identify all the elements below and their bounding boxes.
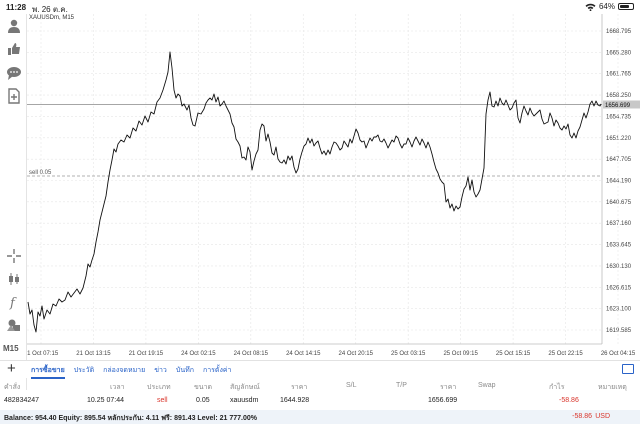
trade-time: 10.25 07:44: [87, 397, 124, 404]
price-tick-label: 1633.645: [606, 243, 632, 249]
price-tick-label: 1651.220: [606, 136, 632, 142]
status-bar: 11:28 พ. 26 ต.ค. 64%: [0, 0, 640, 14]
balance-text: Balance: 954.40 Equity: 895.54 หลักประกั…: [4, 415, 257, 422]
price-tick-label: 1640.675: [606, 200, 632, 206]
status-right: 64%: [585, 2, 634, 11]
trade-profit: -58.86: [559, 397, 579, 404]
crosshair-icon[interactable]: [4, 246, 23, 265]
price-tick-label: 1630.130: [606, 264, 632, 270]
time-tick-label: 25 Oct 03:15: [391, 351, 426, 357]
col-tp: T/P: [396, 382, 407, 389]
price-tick-label: 1626.615: [606, 285, 632, 291]
time-tick-label: 26 Oct 04:15: [601, 351, 636, 357]
time-tick-label: 21 Oct 19:15: [129, 351, 164, 357]
time-tick-label: 24 Oct 14:15: [286, 351, 321, 357]
add-document-icon[interactable]: [4, 86, 23, 105]
trade-symbol: xauusdm: [230, 397, 259, 404]
price-tick-label: 1647.705: [606, 157, 632, 163]
tab-3[interactable]: ข่าว: [154, 367, 167, 374]
trade-current-price: 1656.699: [428, 397, 458, 404]
trade-volume: 0.05: [196, 397, 210, 404]
tab-2[interactable]: กล่องจดหมาย: [103, 367, 146, 374]
price-tick-label: 1658.250: [606, 93, 632, 99]
status-date: พ. 26 ต.ค.: [32, 5, 68, 14]
col-profit: กำไร: [549, 384, 565, 391]
trade-table-header: คำสั่ง เวลา ประเภท ขนาด สัญลักษณ์ ราคา S…: [0, 380, 640, 394]
wifi-icon: [585, 3, 596, 11]
battery-icon: [618, 3, 634, 10]
col-swap: Swap: [478, 382, 496, 389]
price-tick-label: 1654.735: [606, 114, 632, 120]
price-series-line: [27, 51, 602, 333]
objects-icon[interactable]: [4, 315, 23, 334]
time-tick-label: 24 Oct 20:15: [339, 351, 374, 357]
balance-bar: Balance: 954.40 Equity: 895.54 หลักประกั…: [0, 410, 640, 424]
tab-0[interactable]: การซื้อขาย: [31, 365, 65, 379]
terminal-tab-bar: + การซื้อขาย ประวัติ กล่องจดหมาย ข่าว บันทึก…: [0, 360, 640, 379]
trade-row[interactable]: 482834247 10.25 07:44 sell 0.05 xauusdm …: [0, 395, 640, 409]
col-order: คำสั่ง: [4, 384, 21, 391]
battery-percent: 64%: [598, 2, 615, 11]
order-line-label: sell 0.05: [29, 170, 52, 176]
col-sl: S/L: [346, 382, 357, 389]
person-icon[interactable]: [4, 16, 23, 35]
time-tick-label: 25 Oct 09:15: [443, 351, 478, 357]
time-tick-label: 21 Oct 13:15: [76, 351, 111, 357]
terminal-tabs: การซื้อขาย ประวัติ กล่องจดหมาย ข่าว บันทึก กา…: [31, 365, 231, 379]
plus-icon[interactable]: +: [7, 360, 16, 377]
candles-icon[interactable]: [4, 269, 23, 288]
col-volume: ขนาด: [194, 384, 213, 391]
price-tick-label: 1619.585: [606, 328, 632, 334]
trade-open-price: 1644.928: [280, 397, 310, 404]
time-tick-label: 21 Oct 07:15: [27, 351, 59, 357]
left-toolbar: f M15: [0, 14, 27, 390]
time-tick-label: 25 Oct 22:15: [548, 351, 583, 357]
price-tick-label: 1623.100: [606, 307, 632, 313]
col-time: เวลา: [110, 384, 125, 391]
total-profit: -58.86: [572, 413, 592, 420]
price-tick-label: 1665.280: [606, 50, 632, 56]
col-price-current: ราคา: [440, 384, 457, 391]
profit-currency: USD: [595, 413, 610, 420]
time-tick-label: 24 Oct 02:15: [181, 351, 216, 357]
current-price-label: 1656.699: [605, 103, 631, 109]
time-tick-label: 25 Oct 15:15: [496, 351, 531, 357]
tab-4[interactable]: บันทึก: [175, 367, 194, 374]
price-tick-label: 1661.765: [606, 72, 632, 78]
chart-symbol: XAUUSDm, M15: [29, 15, 75, 21]
price-tick-label: 1637.160: [606, 221, 632, 227]
price-chart[interactable]: 1668.795 1665.280 1661.765 1658.250 1654.735…: [27, 14, 640, 358]
timeframe-label[interactable]: M15: [3, 344, 19, 353]
thumbs-icon[interactable]: [4, 39, 23, 58]
price-tick-label: 1644.190: [606, 179, 632, 185]
col-price: ราคา: [291, 384, 308, 391]
trade-order: 482834247: [4, 397, 40, 404]
status-time: 11:28: [6, 3, 27, 12]
tab-1[interactable]: ประวัติ: [73, 367, 95, 374]
col-symbol: สัญลักษณ์: [230, 384, 260, 391]
svg-text:f: f: [9, 296, 17, 310]
trade-type: sell: [157, 397, 168, 404]
col-type: ประเภท: [147, 384, 171, 391]
col-comment: หมายเหตุ: [598, 384, 627, 391]
tab-5[interactable]: การตั้งค่า: [202, 367, 232, 374]
current-price-tag: [603, 100, 640, 109]
fullscreen-icon[interactable]: [622, 364, 634, 374]
time-tick-label: 24 Oct 08:15: [234, 351, 269, 357]
price-tick-label: 1668.795: [606, 29, 632, 35]
chat-icon[interactable]: [4, 63, 23, 82]
function-icon[interactable]: f: [4, 292, 23, 311]
